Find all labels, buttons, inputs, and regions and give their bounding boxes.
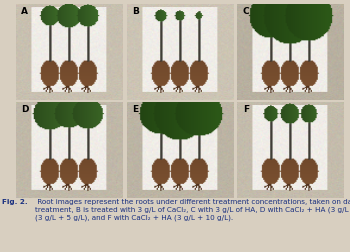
- Text: Root images represent the roots under different treatment concentrations, taken : Root images represent the roots under di…: [35, 199, 350, 222]
- Text: E: E: [132, 105, 138, 114]
- Text: B: B: [132, 7, 139, 16]
- Text: F: F: [243, 105, 249, 114]
- Text: Fig. 2.: Fig. 2.: [2, 199, 27, 205]
- Text: D: D: [21, 105, 29, 114]
- Text: C: C: [243, 7, 249, 16]
- Text: A: A: [21, 7, 28, 16]
